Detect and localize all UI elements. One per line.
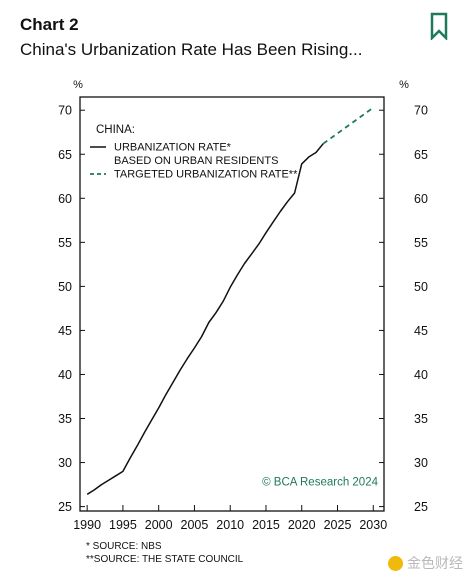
- y-tick-label-right: 40: [414, 368, 428, 382]
- y-tick-label-right: 35: [414, 412, 428, 426]
- watermark-text: 金色财经: [407, 556, 463, 572]
- legend-label-target: TARGETED URBANIZATION RATE**: [114, 169, 298, 181]
- x-tick-label: 2000: [145, 518, 173, 532]
- y-tick-label-left: 60: [58, 192, 72, 206]
- x-tick-label: 2020: [288, 518, 316, 532]
- watermark-logo-icon: [388, 555, 403, 571]
- legend-label-urbanization-line2: BASED ON URBAN RESIDENTS: [114, 155, 278, 167]
- y-tick-label-right: 70: [414, 104, 428, 118]
- y-unit-right: %: [399, 79, 409, 91]
- y-tick-label-left: 65: [58, 148, 72, 162]
- y-unit-left: %: [73, 79, 83, 91]
- credit-text: © BCA Research 2024: [262, 476, 378, 488]
- y-tick-label-left: 50: [58, 280, 72, 294]
- x-tick-label: 2010: [216, 518, 244, 532]
- legend-title: CHINA:: [96, 124, 135, 136]
- legend-label-urbanization: URBANIZATION RATE*: [114, 142, 232, 154]
- y-tick-label-right: 60: [414, 192, 428, 206]
- y-tick-label-left: 70: [58, 104, 72, 118]
- y-tick-label-left: 45: [58, 324, 72, 338]
- y-tick-label-right: 65: [414, 148, 428, 162]
- target-rate-line: [322, 106, 374, 145]
- y-tick-label-left: 55: [58, 236, 72, 250]
- y-tick-label-right: 45: [414, 324, 428, 338]
- y-tick-label-right: 25: [414, 500, 428, 514]
- plot-frame: [79, 96, 385, 512]
- y-tick-label-right: 50: [414, 280, 428, 294]
- urbanization-rate-line: [86, 143, 324, 495]
- x-tick-label: 1995: [109, 518, 137, 532]
- x-tick-label: 2030: [359, 518, 387, 532]
- y-tick-label-left: 35: [58, 412, 72, 426]
- watermark: 金色财经: [388, 553, 463, 573]
- x-tick-label: 2015: [252, 518, 280, 532]
- chart-label: Chart 2: [20, 15, 79, 34]
- chart-title: China's Urbanization Rate Has Been Risin…: [20, 40, 363, 59]
- y-tick-label-right: 55: [414, 236, 428, 250]
- chart-area: %% 25 25 30 30 35 35 40 40 45 45 50 50 55 55 60 60 65 65 70…: [0, 75, 471, 565]
- line-chart: % % 25 25 30 30 35 35 40 40 45 45 50 50 55 55 60 60 65 65 70…: [58, 79, 428, 565]
- x-tick-label: 2025: [324, 518, 352, 532]
- bookmark-icon[interactable]: [429, 12, 449, 40]
- chart-header: Chart 2 China's Urbanization Rate Has Be…: [20, 14, 460, 61]
- footnote: * SOURCE: NBS: [86, 541, 162, 552]
- y-tick-label-right: 30: [414, 456, 428, 470]
- x-tick-label: 1990: [73, 518, 101, 532]
- y-tick-label-left: 40: [58, 368, 72, 382]
- y-tick-label-left: 30: [58, 456, 72, 470]
- x-tick-label: 2005: [181, 518, 209, 532]
- footnote: **SOURCE: THE STATE COUNCIL: [86, 554, 244, 565]
- y-tick-label-left: 25: [58, 500, 72, 514]
